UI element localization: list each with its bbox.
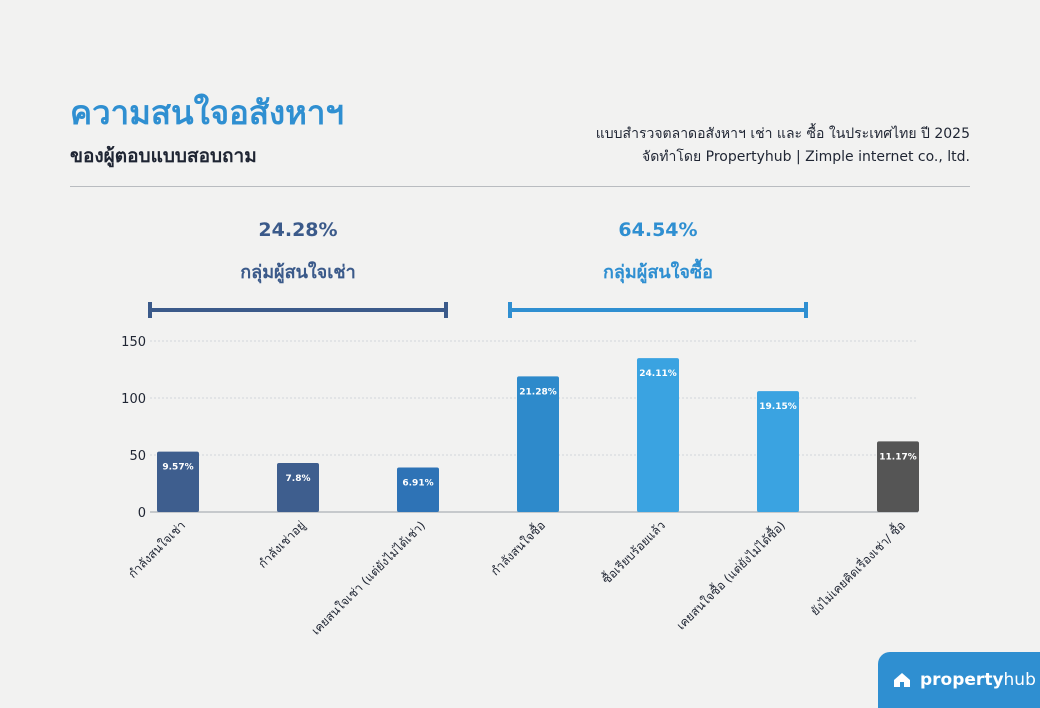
x-category-label: ยังไม่เคยคิดเรื่องเช่า/ ซื้อ	[807, 517, 909, 619]
page-subtitle: ของผู้ตอบแบบสอบถาม	[70, 145, 257, 167]
source-line-survey: แบบสำรวจตลาดอสังหาฯ เช่า และ ซื้อ ในประเ…	[595, 126, 970, 142]
source-note: แบบสำรวจตลาดอสังหาฯ เช่า และ ซื้อ ในประเ…	[596, 123, 970, 169]
x-category-label: กำลังเช่าอยู่	[255, 518, 308, 571]
bar-data-label: 6.91%	[402, 479, 433, 489]
bar-5	[757, 391, 799, 512]
group-label: กลุ่มผู้สนใจเช่า	[240, 261, 355, 284]
bar-4	[637, 358, 679, 512]
bar-1	[277, 462, 319, 512]
logo-brand-bold: property	[920, 670, 1004, 690]
x-category-label: กำลังสนใจซื้อ	[487, 517, 549, 579]
bar-3	[517, 376, 559, 512]
group-brackets: 24.28% กลุ่มผู้สนใจเช่า 64.54% กลุ่มผู้สนใจ…	[148, 219, 808, 318]
bar-data-label: 19.15%	[759, 402, 797, 412]
house-icon	[894, 673, 910, 687]
group-percent: 24.28%	[258, 219, 337, 241]
x-category-label: เคยสนใจซื้อ (แต่ยังไม่ได้ซื้อ)	[672, 517, 788, 633]
bar-data-label: 9.57%	[162, 463, 193, 473]
x-category-label: เคยสนใจเช่า (แต่ยังไม่ได้เช่า)	[309, 518, 428, 637]
bar-0	[157, 451, 199, 512]
bar-data-label: 11.17%	[879, 452, 917, 462]
propertyhub-logo[interactable]: propertyhub	[878, 652, 1040, 708]
group-label: กลุ่มผู้สนใจซื้อ	[603, 258, 713, 284]
group-percent: 64.54%	[618, 219, 697, 241]
bar-data-label: 7.8%	[286, 474, 311, 484]
logo-wordmark: propertyhub	[920, 670, 1036, 690]
y-tick-label: 0	[138, 506, 146, 521]
page-title: ความสนใจอสังหาฯ	[70, 93, 344, 132]
y-tick-label: 100	[121, 392, 146, 407]
bar-data-label: 21.28%	[519, 387, 557, 397]
axis-labels: กำลังสนใจเช่า กำลังเช่าอยู่ เคยสนใจเช่า (แ…	[125, 517, 908, 638]
source-line-credit: จัดทำโดย Propertyhub | Zimple internet c…	[642, 149, 970, 165]
bar-2	[397, 467, 439, 512]
x-category-label: กำลังสนใจเช่า	[125, 518, 188, 581]
bar-data-label: 24.11%	[639, 369, 677, 379]
x-category-label: ซื้อเรียบร้อยแล้ว	[598, 517, 668, 587]
logo-brand-light: hub	[1003, 670, 1036, 690]
bar-6	[877, 441, 919, 512]
y-tick-label: 150	[121, 335, 146, 350]
bars: 9.57% 7.8% 6.91% 21.28% 24.11% 19.15% 11.17%	[157, 358, 919, 512]
y-tick-label: 50	[129, 449, 146, 464]
header-divider	[70, 186, 970, 187]
